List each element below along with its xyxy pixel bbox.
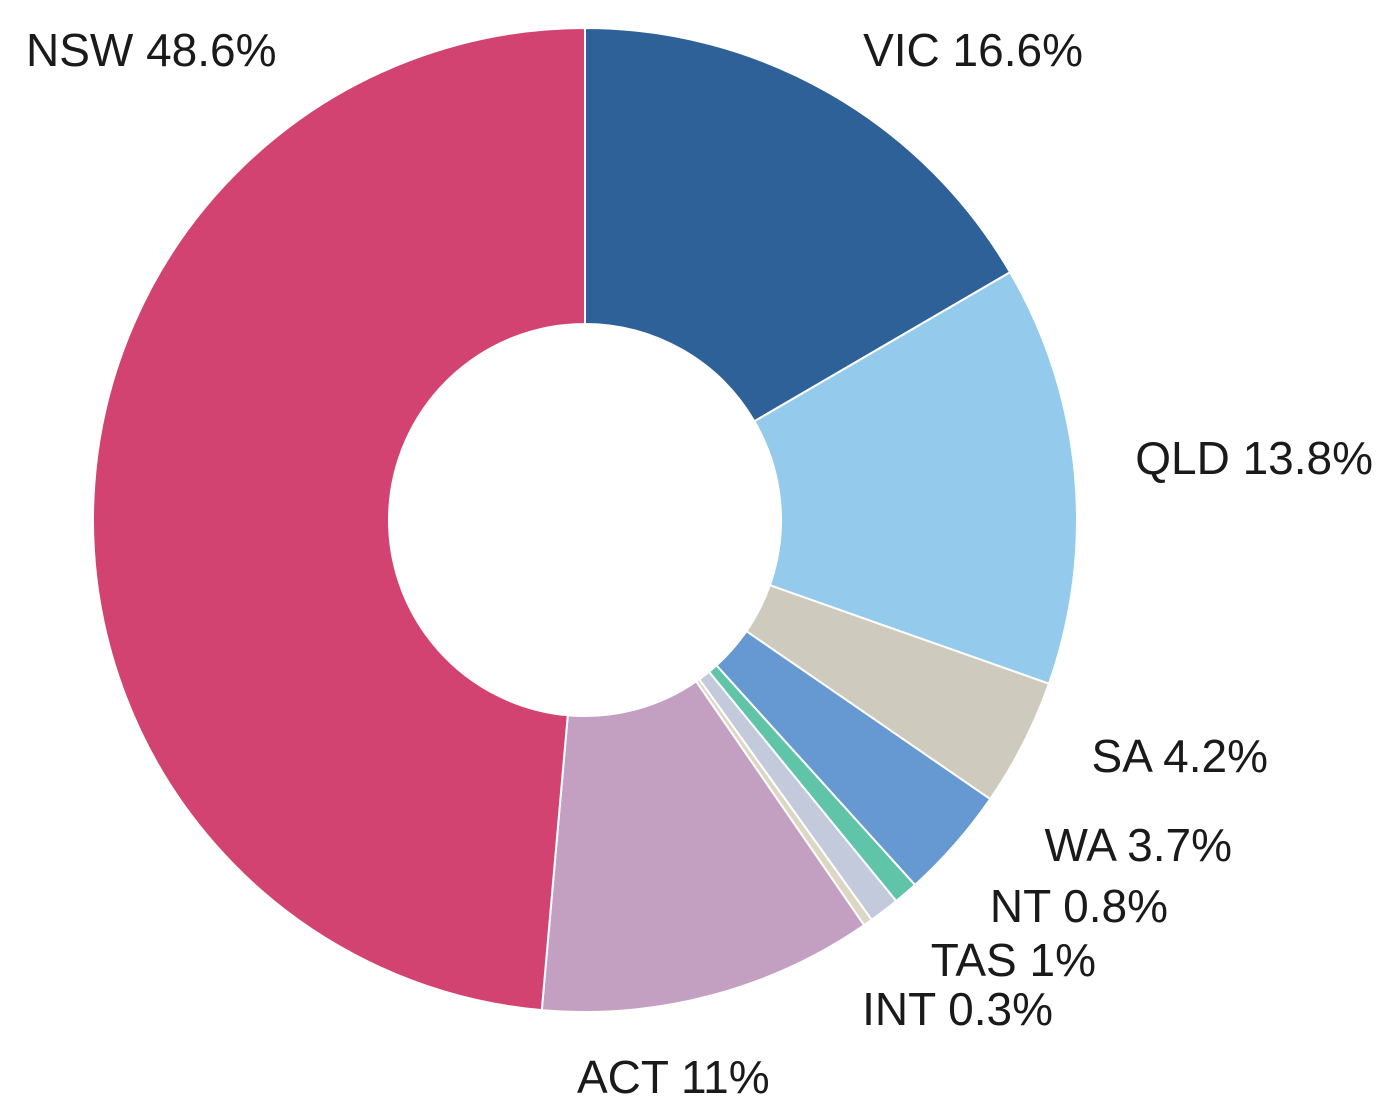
slices-group xyxy=(91,26,1078,1013)
label-nt: NT 0.8% xyxy=(990,880,1168,932)
label-act: ACT 11% xyxy=(577,1051,770,1103)
label-qld: QLD 13.8% xyxy=(1135,432,1373,484)
label-vic: VIC 16.6% xyxy=(863,24,1083,76)
label-sa: SA 4.2% xyxy=(1092,730,1268,782)
slice-nsw xyxy=(91,26,586,1012)
slice-act xyxy=(540,680,866,1013)
slice-qld xyxy=(752,270,1078,686)
label-wa: WA 3.7% xyxy=(1045,819,1232,871)
label-int: INT 0.3% xyxy=(862,983,1053,1035)
label-tas: TAS 1% xyxy=(931,934,1096,986)
slice-vic xyxy=(584,26,1012,423)
label-nsw: NSW 48.6% xyxy=(26,24,277,76)
labels-group: VIC 16.6% QLD 13.8% SA 4.2% WA 3.7% NT 0.8%T… xyxy=(26,24,1373,1103)
